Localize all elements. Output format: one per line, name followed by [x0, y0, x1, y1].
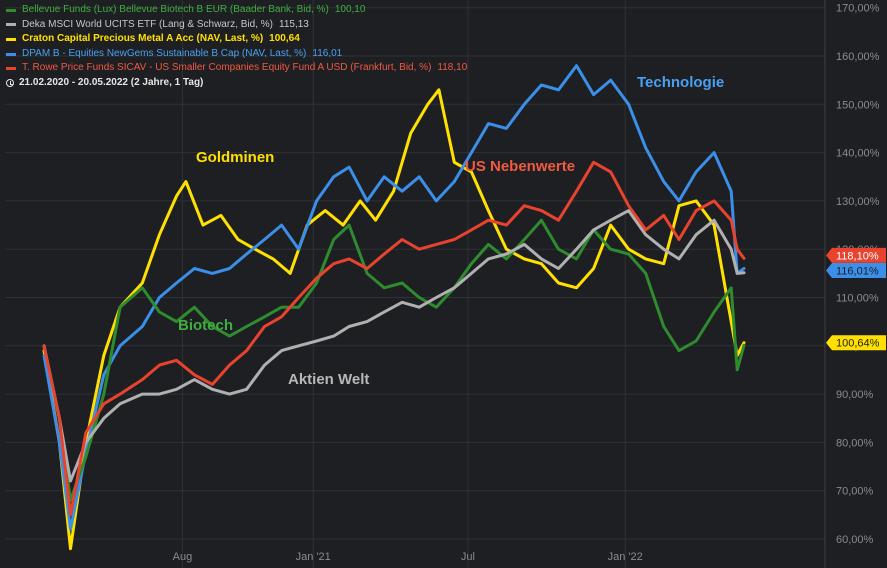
date-range-label: 21.02.2020 - 20.05.2022 (2 Jahre, 1 Tag) [19, 76, 204, 88]
x-tick-label: Aug [173, 551, 193, 563]
series-line-gold [42, 88, 746, 551]
legend-label-tech: DPAM B - Equities NewGems Sustainable B … [22, 47, 307, 59]
y-tick-label: 70,00% [836, 486, 874, 498]
price-tag-blue: 116,01% [826, 262, 886, 278]
legend-item-small[interactable]: T. Rowe Price Funds SICAV - US Smaller C… [6, 61, 467, 76]
price-tag-red: 118,10% [826, 247, 886, 263]
legend-label-world: Deka MSCI World UCITS ETF (Lang & Schwar… [22, 18, 273, 30]
annotation-technologie: Technologie [637, 74, 724, 91]
legend-swatch-world [6, 23, 16, 27]
legend-swatch-small [6, 67, 16, 71]
y-tick-label: 80,00% [836, 437, 874, 449]
y-tick-label: 160,00% [836, 51, 880, 63]
price-tag-blue-label: 116,01% [836, 265, 879, 277]
y-tick-label: 150,00% [836, 99, 880, 111]
price-tags: 116,01% 118,10% 100,64% [826, 247, 886, 351]
annotations: Goldminen US Nebenwerte Technologie Biot… [178, 74, 724, 388]
annotation-aktien-welt: Aktien Welt [288, 371, 369, 388]
annotation-goldminen: Goldminen [196, 149, 274, 166]
price-tag-yellow: 100,64% [826, 335, 886, 351]
x-tick-label: Jan '21 [296, 551, 331, 563]
date-range: 21.02.2020 - 20.05.2022 (2 Jahre, 1 Tag) [6, 76, 467, 91]
legend-label-biotech: Bellevue Funds (Lux) Bellevue Biotech B … [22, 4, 329, 15]
series-line-tech [42, 64, 746, 531]
price-tag-red-label: 118,10% [836, 250, 879, 262]
y-tick-label: 90,00% [836, 389, 874, 401]
legend-item-biotech[interactable]: Bellevue Funds (Lux) Bellevue Biotech B … [6, 3, 467, 18]
series-line-biotech [42, 218, 746, 502]
clock-icon [6, 79, 14, 88]
x-tick-label: Jan '22 [608, 551, 643, 563]
legend-value-world: 115,13 [279, 18, 309, 30]
series-group [42, 64, 746, 551]
legend-swatch-biotech [6, 8, 16, 12]
legend: Bellevue Funds (Lux) Bellevue Biotech B … [6, 3, 467, 91]
legend-label-gold: Craton Capital Precious Metal A Acc (NAV… [22, 33, 264, 45]
y-tick-label: 110,00% [836, 293, 879, 305]
legend-swatch-gold [6, 37, 16, 41]
legend-item-gold[interactable]: Craton Capital Precious Metal A Acc (NAV… [6, 32, 467, 47]
legend-value-tech: 116,01 [312, 47, 343, 59]
y-tick-label: 140,00% [836, 148, 880, 160]
series-line-world [42, 209, 746, 483]
legend-item-tech[interactable]: DPAM B - Equities NewGems Sustainable B … [6, 47, 467, 62]
y-tick-label: 130,00% [836, 196, 880, 208]
legend-item-world[interactable]: Deka MSCI World UCITS ETF (Lang & Schwar… [6, 18, 467, 33]
y-tick-label: 60,00% [836, 534, 874, 546]
legend-swatch-tech [6, 52, 16, 56]
price-tag-yellow-label: 100,64% [836, 338, 880, 350]
y-tick-label: 170,00% [836, 3, 880, 15]
legend-label-small: T. Rowe Price Funds SICAV - US Smaller C… [22, 62, 432, 74]
legend-value-gold: 100,64 [269, 33, 300, 45]
annotation-us-nebenwerte: US Nebenwerte [465, 158, 575, 175]
annotation-biotech: Biotech [178, 317, 233, 334]
series-line-small [42, 160, 746, 517]
legend-value-small: 118,10 [437, 62, 468, 74]
legend-value-biotech: 100,10 [334, 4, 366, 15]
x-tick-label: Jul [461, 551, 475, 563]
